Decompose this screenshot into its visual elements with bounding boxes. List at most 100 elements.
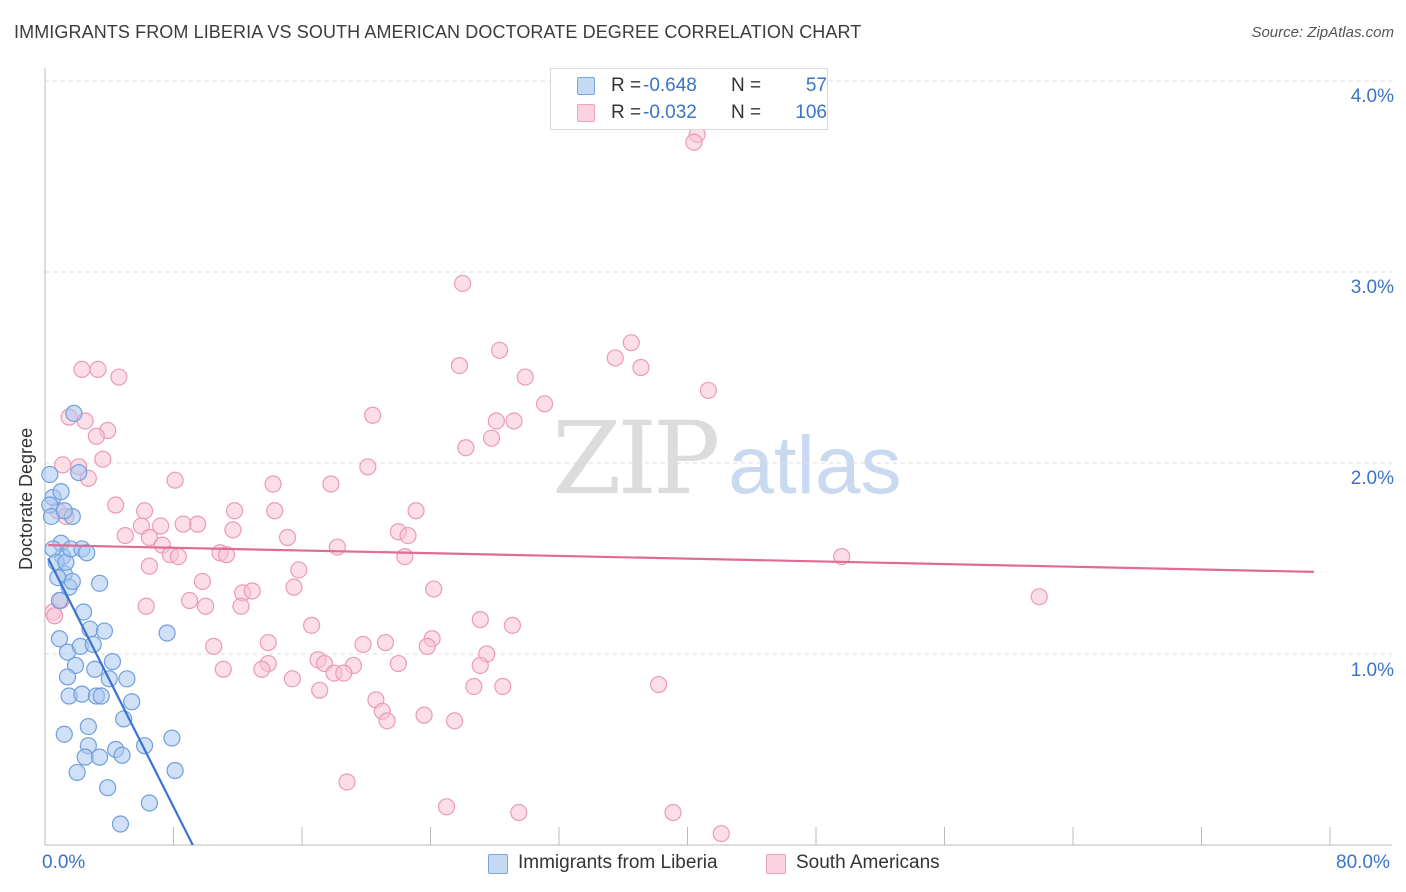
point-south-american [46, 607, 64, 625]
point-south-american [232, 597, 250, 615]
point-liberia [111, 815, 130, 833]
point-south-american [664, 803, 682, 822]
point-south-american [266, 502, 284, 520]
series-label: South Americans [796, 852, 940, 873]
point-liberia [166, 761, 184, 780]
point-south-american [378, 712, 396, 730]
point-south-american [649, 675, 668, 694]
point-south-american [152, 517, 170, 535]
point-south-american [338, 773, 356, 791]
point-south-american [264, 475, 282, 493]
point-liberia [58, 668, 77, 686]
point-liberia [86, 660, 104, 678]
point-south-american [376, 633, 395, 652]
point-liberia [68, 763, 86, 782]
point-liberia [91, 574, 109, 592]
point-south-american [259, 633, 277, 652]
point-south-american [166, 471, 184, 489]
point-south-american [225, 502, 244, 520]
point-south-american [335, 664, 353, 682]
point-south-american [137, 597, 155, 615]
point-south-american [180, 591, 199, 610]
point-south-american [107, 496, 125, 514]
point-liberia [76, 748, 94, 766]
point-liberia [99, 779, 117, 797]
y-tick-4: 4.0% [1350, 86, 1394, 107]
point-south-american [283, 670, 301, 688]
point-south-american [389, 654, 407, 673]
point-liberia [50, 591, 69, 610]
point-south-american [833, 547, 851, 566]
point-south-american [415, 706, 433, 724]
point-south-american [622, 334, 640, 352]
point-south-american [359, 458, 377, 476]
point-south-american [407, 502, 425, 520]
legend-n-value: 106 [795, 102, 827, 123]
point-south-american [174, 515, 192, 533]
point-south-american [1030, 588, 1048, 606]
point-south-american [482, 429, 501, 447]
point-south-american [94, 450, 112, 468]
source-credit: Source: ZipAtlas.com [1251, 24, 1394, 41]
y-axis-label: Doctorate Degree [16, 427, 36, 570]
point-south-american [471, 611, 489, 629]
point-liberia [123, 693, 141, 711]
correlation-legend: R = -0.648 N = 57 R = -0.032 N = 106 [550, 68, 828, 130]
point-south-american [278, 528, 297, 547]
point-south-american [465, 677, 483, 696]
point-south-american [418, 637, 436, 655]
point-south-american [197, 597, 215, 615]
point-liberia [140, 794, 159, 812]
y-tick-3: 3.0% [1350, 277, 1394, 298]
point-south-american [712, 824, 730, 843]
point-south-american [140, 528, 159, 547]
point-south-american [454, 274, 472, 293]
point-south-american [253, 660, 271, 678]
point-liberia [50, 630, 69, 648]
point-south-american [437, 798, 456, 816]
x-tick-max: 80.0% [1336, 852, 1390, 873]
point-south-american [396, 547, 414, 566]
point-south-american [243, 582, 261, 600]
trend-line-liberia [47, 558, 194, 846]
point-liberia [158, 624, 176, 642]
legend-r-label: R = [611, 102, 642, 123]
point-south-american [510, 803, 528, 822]
point-liberia [91, 748, 109, 766]
point-south-american [214, 660, 232, 678]
point-south-american [445, 712, 464, 730]
point-south-american [54, 456, 72, 474]
point-south-american [110, 368, 128, 386]
point-south-american [73, 360, 91, 379]
point-south-american [425, 580, 443, 598]
point-south-american [89, 360, 107, 379]
legend-swatch-pink [577, 104, 595, 122]
legend-n-value: 57 [805, 75, 827, 96]
series-swatch-pink [766, 854, 786, 874]
point-south-american [457, 439, 475, 457]
point-south-american [487, 412, 505, 430]
legend-r-label: R = [611, 75, 642, 96]
point-south-american [354, 635, 372, 654]
point-south-american [471, 656, 489, 675]
point-liberia [55, 725, 73, 743]
point-south-american [140, 557, 159, 575]
series-label: Immigrants from Liberia [518, 852, 718, 873]
legend-n-label: N = [731, 75, 762, 96]
point-liberia [103, 653, 122, 671]
point-liberia [73, 685, 91, 703]
point-south-american [205, 637, 223, 655]
point-south-american [135, 502, 154, 520]
point-liberia [95, 622, 114, 640]
point-south-american [188, 515, 207, 533]
point-south-american [490, 341, 509, 359]
legend-r-value: -0.032 [643, 102, 697, 123]
point-south-american [399, 526, 417, 545]
point-south-american [311, 681, 329, 699]
point-south-american [364, 406, 382, 424]
point-liberia [79, 717, 97, 736]
trend-line-south-americans [48, 544, 1314, 573]
point-south-american [193, 572, 212, 591]
point-south-american [450, 356, 469, 375]
